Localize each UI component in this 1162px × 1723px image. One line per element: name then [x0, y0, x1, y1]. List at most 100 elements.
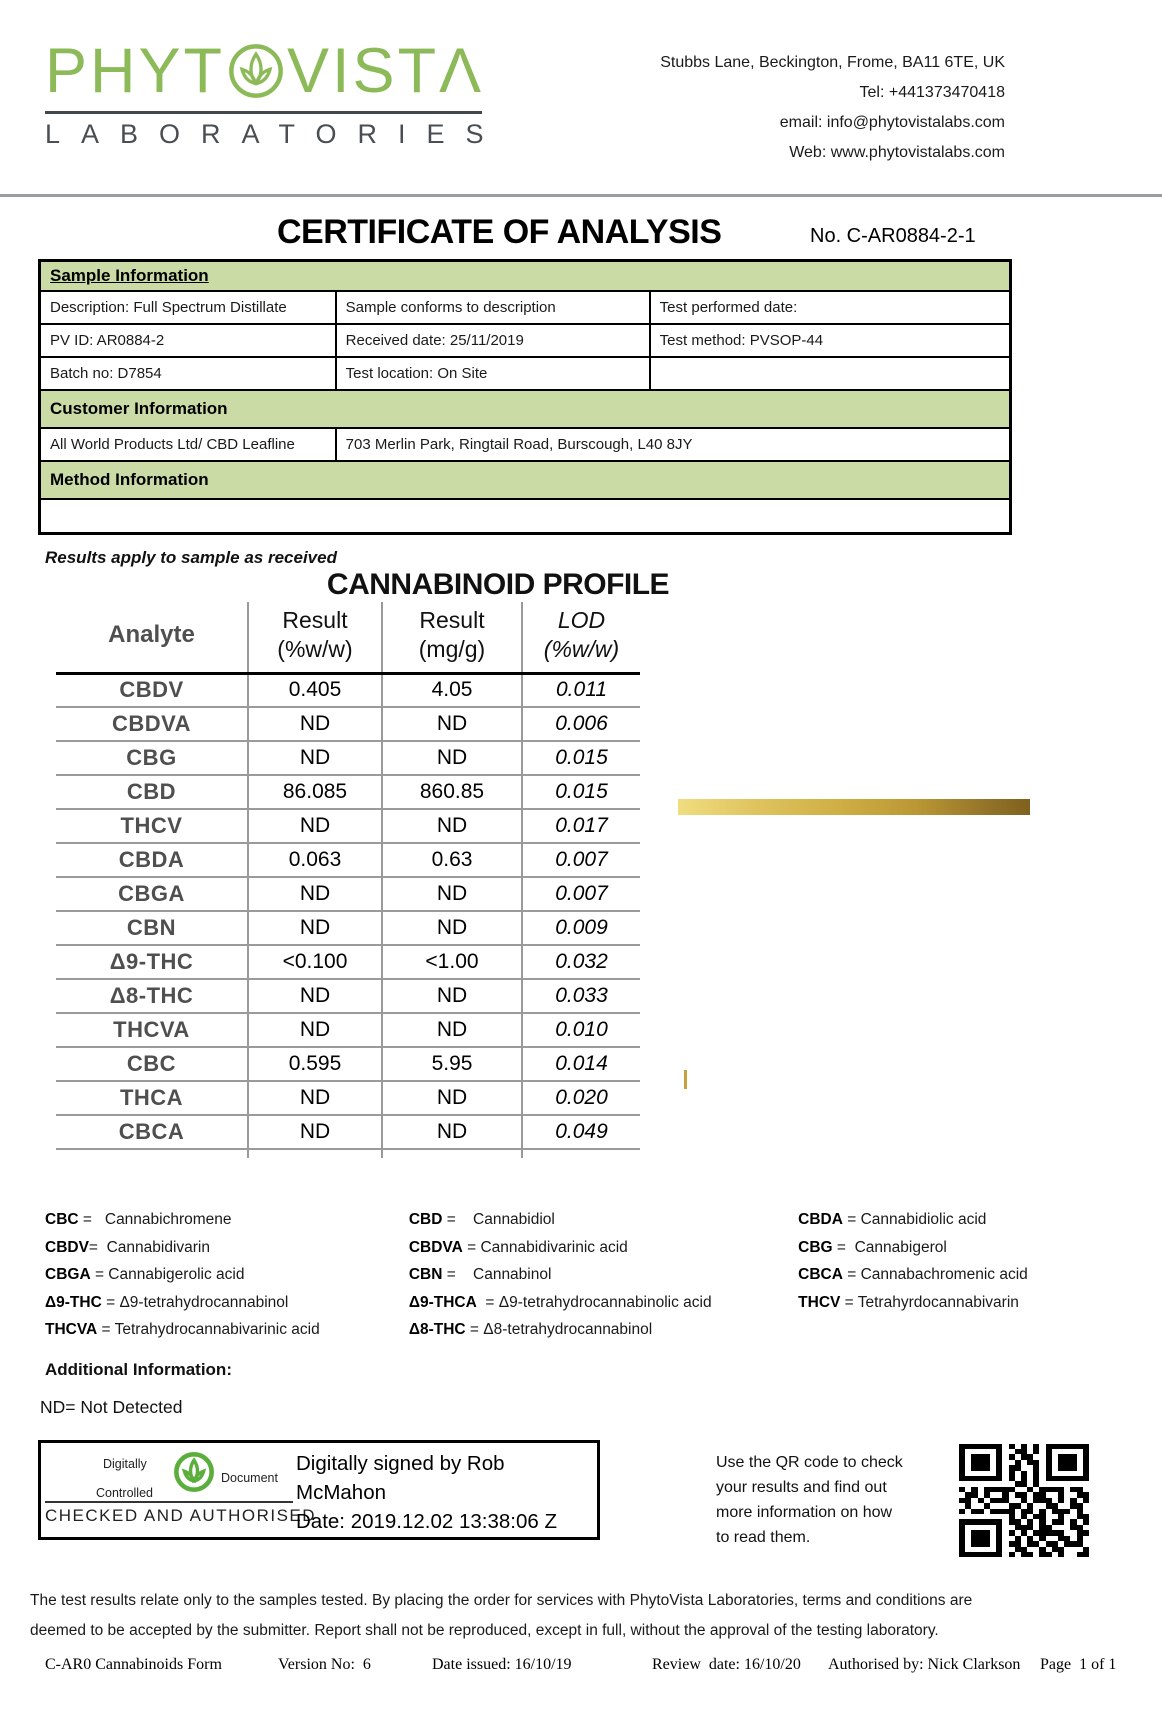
qr-module — [965, 1552, 972, 1558]
qr-module — [1020, 1546, 1028, 1553]
qr-instruction-line: your results and find out — [716, 1478, 887, 1496]
qr-module — [1076, 1486, 1083, 1493]
qr-module — [1076, 1535, 1083, 1542]
header: PHYT VISTΛ LABORATORIES Stubbs Lane, Bec… — [0, 0, 1162, 168]
profile-cell-result-mgg: 4.05 — [382, 673, 523, 708]
qr-module — [996, 1459, 1003, 1466]
qr-module — [1033, 1514, 1040, 1520]
table-row: Description: Full Spectrum Distillate Sa… — [38, 290, 1012, 325]
profile-stub-cell — [56, 1149, 249, 1158]
profile-cell-result-mgg: ND — [382, 741, 523, 776]
qr-module — [1039, 1519, 1046, 1525]
sample-info-heading: Sample Information — [38, 259, 1012, 292]
information-table: Sample Information Description: Full Spe… — [38, 259, 1012, 535]
legend-abbr: CBDV — [45, 1238, 89, 1256]
qr-module — [1039, 1497, 1046, 1504]
profile-row: CBC 0.595 5.95 0.014 — [56, 1047, 640, 1082]
test-method: Test method: PVSOP-44 — [648, 323, 1012, 358]
signature-date: Date: 2019.12.02 13:38:06 Z — [296, 1509, 558, 1533]
qr-module — [1076, 1514, 1083, 1520]
qr-instructions: Use the QR code to check your results an… — [716, 1450, 931, 1550]
stamp-controlled-label: Controlled — [96, 1485, 153, 1500]
qr-module — [1058, 1443, 1065, 1449]
empty-cell — [648, 356, 1012, 391]
qr-module — [996, 1546, 1003, 1553]
legend-item: CBD = Cannabidiol — [409, 1206, 798, 1234]
profile-row: THCV ND ND 0.017 — [56, 809, 640, 844]
qr-module — [1008, 1503, 1015, 1509]
profile-row: CBDVA ND ND 0.006 — [56, 707, 640, 742]
qr-module — [983, 1459, 990, 1466]
legend-abbr: Δ9-THC — [45, 1293, 102, 1311]
qr-module — [983, 1519, 990, 1525]
qr-module — [971, 1443, 978, 1449]
legend-abbr: THCVA — [45, 1321, 98, 1338]
profile-cell-result-pct: ND — [248, 809, 383, 844]
qr-module — [971, 1459, 978, 1466]
qr-module — [977, 1465, 984, 1471]
profile-table-body: CBDV 0.405 4.05 0.011 CBDVA ND ND 0.006 CBG ND ND 0… — [56, 673, 640, 1158]
legend-item: CBDA = Cannabidiolic acid — [798, 1206, 1162, 1234]
qr-module — [989, 1519, 997, 1525]
qr-module — [1020, 1454, 1028, 1460]
header-line: (mg/g) — [418, 635, 486, 662]
profile-cell-analyte: CBC — [56, 1047, 249, 1082]
qr-module — [983, 1535, 990, 1542]
legend-item: Δ8-THC = Δ8-tetrahydrocannabinol — [409, 1316, 798, 1344]
legend-item: THCVA = Tetrahydrocannabivarinic acid — [45, 1316, 409, 1344]
sample-info-heading-row: Sample Information — [38, 259, 1012, 292]
qr-module — [1070, 1443, 1077, 1449]
qr-module — [1051, 1541, 1059, 1547]
qr-module — [983, 1454, 990, 1460]
method-info-heading: Method Information — [38, 460, 1012, 500]
qr-module — [1039, 1552, 1046, 1558]
gold-highlight-bar — [678, 799, 1030, 815]
column-header-lod: LOD (%w/w) — [522, 601, 640, 675]
title-row: CERTIFICATE OF ANALYSIS No. C-AR0884-2-1 — [0, 213, 1162, 259]
qr-module — [996, 1530, 1003, 1536]
qr-module — [959, 1524, 966, 1531]
qr-module — [1020, 1443, 1028, 1449]
qr-module — [989, 1443, 997, 1449]
qr-module — [1039, 1530, 1046, 1536]
legend-abbr: CBG — [798, 1238, 833, 1256]
profile-cell-analyte: CBDV — [56, 673, 249, 708]
qr-module — [996, 1486, 1003, 1493]
test-performed-date: Test performed date: — [648, 290, 1012, 325]
qr-module — [1008, 1514, 1015, 1520]
profile-cell-lod: 0.007 — [522, 877, 640, 912]
qr-module — [1027, 1454, 1034, 1460]
legend-column: CBC = Cannabichromene CBDV= Cannabidivari… — [45, 1206, 409, 1344]
qr-code — [957, 1441, 1091, 1560]
leaf-logo-icon — [229, 44, 283, 98]
profile-cell-result-mgg: ND — [382, 877, 523, 912]
qr-module — [983, 1552, 990, 1558]
qr-module — [983, 1476, 990, 1482]
qr-module — [1045, 1476, 1052, 1482]
qr-module — [1020, 1492, 1028, 1498]
qr-module — [989, 1552, 997, 1558]
qr-module — [1082, 1514, 1089, 1520]
qr-module — [1064, 1541, 1071, 1547]
qr-module — [983, 1465, 990, 1471]
qr-module — [1020, 1481, 1028, 1487]
batch-no: Batch no: D7854 — [38, 356, 337, 391]
legend-abbr: CBN — [408, 1266, 443, 1283]
qr-module — [1027, 1459, 1034, 1466]
customer-address: 703 Merlin Park, Ringtail Road, Burscoug… — [334, 427, 1012, 462]
qr-module — [1039, 1514, 1046, 1520]
qr-module — [959, 1470, 966, 1477]
legend-name: = Cannabinol — [442, 1266, 552, 1283]
qr-module — [959, 1530, 966, 1536]
logo-divider — [45, 111, 482, 114]
profile-cell-lod: 0.049 — [522, 1115, 640, 1150]
profile-row: THCVA ND ND 0.010 — [56, 1013, 640, 1048]
digital-signature-text: Digitally signed by Rob McMahon Date: 20… — [296, 1449, 557, 1536]
lab-email: email: info@phytovistalabs.com — [779, 114, 1005, 131]
qr-module — [996, 1497, 1003, 1504]
qr-module — [1058, 1497, 1065, 1504]
profile-cell-result-mgg: 860.85 — [382, 775, 523, 810]
qr-module — [1064, 1535, 1071, 1542]
profile-cell-result-pct: 86.085 — [248, 775, 383, 810]
qr-module — [1070, 1476, 1077, 1482]
